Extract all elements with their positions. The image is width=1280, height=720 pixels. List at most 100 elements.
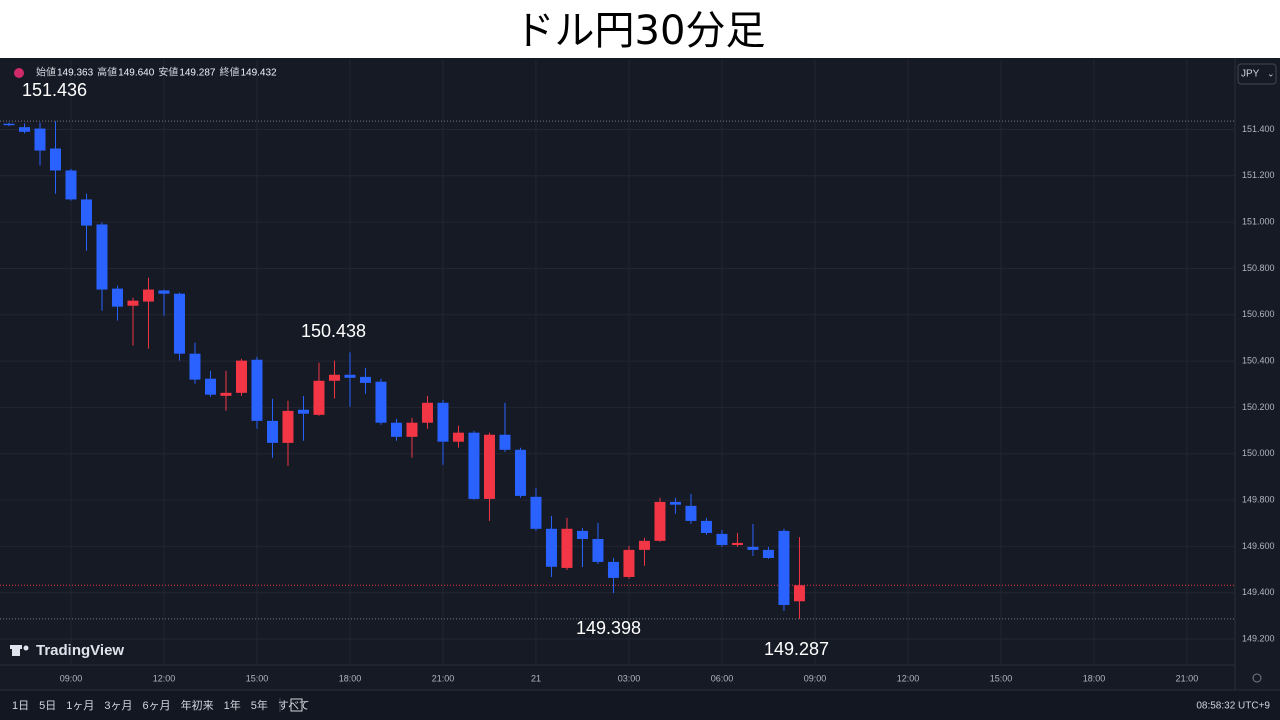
x-tick-label: 18:00 bbox=[339, 673, 362, 683]
currency-label: JPY bbox=[1241, 69, 1260, 80]
candle-body bbox=[251, 359, 263, 421]
candle-body bbox=[654, 501, 666, 541]
y-tick-label: 150.400 bbox=[1242, 355, 1275, 365]
legend-label: 始値 bbox=[36, 66, 56, 79]
y-tick-label: 149.400 bbox=[1242, 587, 1275, 597]
candle-body bbox=[778, 530, 790, 605]
candle-body bbox=[421, 402, 433, 423]
range-button[interactable]: 6ヶ月 bbox=[143, 700, 171, 712]
y-tick-label: 149.600 bbox=[1242, 541, 1275, 551]
candle-body bbox=[96, 224, 108, 290]
page-title: ドル円30分足 bbox=[0, 0, 1280, 58]
legend-label: 安値 bbox=[158, 66, 178, 79]
logo: TradingView bbox=[10, 642, 124, 659]
legend-label: 終値 bbox=[219, 66, 239, 79]
range-button[interactable]: 年初来 bbox=[181, 698, 214, 712]
settings-icon[interactable] bbox=[1252, 673, 1262, 683]
candle-body bbox=[437, 402, 449, 442]
range-button[interactable]: すべて bbox=[278, 699, 310, 712]
y-tick-label: 150.200 bbox=[1242, 402, 1275, 412]
legend-value: 149.287 bbox=[179, 68, 216, 79]
clock: 08:58:32 UTC+9 bbox=[1196, 701, 1270, 712]
range-button[interactable]: 1日 bbox=[12, 700, 29, 712]
y-tick-label: 150.600 bbox=[1242, 309, 1275, 319]
range-button[interactable]: 5日 bbox=[39, 700, 56, 712]
candle-body bbox=[328, 374, 340, 381]
logo-mark bbox=[10, 645, 22, 649]
candle-body bbox=[313, 380, 325, 415]
range-button[interactable]: 1ヶ月 bbox=[66, 700, 94, 712]
y-tick-label: 151.400 bbox=[1242, 124, 1275, 134]
candle-body bbox=[623, 549, 635, 577]
candle-body bbox=[390, 422, 402, 437]
candle-body bbox=[359, 376, 371, 383]
candle-body bbox=[607, 561, 619, 578]
candle-body bbox=[452, 432, 464, 442]
candle-body bbox=[762, 549, 774, 558]
y-tick-label: 150.000 bbox=[1242, 448, 1275, 458]
legend-value: 149.640 bbox=[118, 68, 155, 79]
legend-value: 149.363 bbox=[57, 68, 94, 79]
candle-body bbox=[80, 199, 92, 226]
currency-button[interactable] bbox=[1237, 63, 1277, 85]
candle-body bbox=[638, 540, 650, 550]
candle-body bbox=[576, 530, 588, 539]
logo-mark bbox=[23, 645, 29, 651]
range-button[interactable]: 1年 bbox=[224, 698, 241, 712]
symbol-icon bbox=[14, 68, 24, 78]
candle-body bbox=[545, 528, 557, 567]
candle-body bbox=[3, 123, 15, 126]
x-tick-label: 12:00 bbox=[897, 673, 920, 683]
candle-body bbox=[282, 410, 294, 443]
candle-body bbox=[561, 528, 573, 568]
range-button[interactable]: 3ヶ月 bbox=[104, 700, 132, 712]
candle-body bbox=[173, 293, 185, 354]
x-tick-label: 06:00 bbox=[711, 673, 734, 683]
x-tick-label: 09:00 bbox=[804, 673, 827, 683]
y-tick-label: 151.000 bbox=[1242, 217, 1275, 227]
candle-body bbox=[189, 353, 201, 380]
y-tick-label: 149.800 bbox=[1242, 494, 1275, 504]
price-annotation: 151.436 bbox=[22, 80, 87, 100]
candle-body bbox=[669, 501, 681, 505]
candle-body bbox=[34, 128, 46, 151]
price-annotation: 149.398 bbox=[576, 618, 641, 638]
candle-body bbox=[499, 434, 511, 450]
candle-body bbox=[793, 585, 805, 602]
currency-caret: ⌄ bbox=[1267, 68, 1275, 78]
candle-body bbox=[375, 381, 387, 423]
x-tick-label: 12:00 bbox=[153, 673, 176, 683]
chart: JPY ⌄ TradingView 08:58:32 UTC+9 149.200… bbox=[0, 58, 1280, 720]
goto-date-icon[interactable] bbox=[290, 698, 303, 712]
candle-body bbox=[731, 542, 743, 546]
range-button[interactable]: 5年 bbox=[251, 698, 268, 712]
candle-body bbox=[700, 520, 712, 533]
x-tick-label: 21:00 bbox=[1176, 673, 1199, 683]
candle-body bbox=[49, 148, 61, 171]
candle-body bbox=[266, 420, 278, 443]
candle-body bbox=[514, 449, 526, 496]
price-annotation: 149.287 bbox=[764, 639, 829, 659]
x-tick-label: 21:00 bbox=[432, 673, 455, 683]
x-tick-label: 03:00 bbox=[618, 673, 641, 683]
candle-body bbox=[18, 127, 30, 132]
candle-body bbox=[530, 496, 542, 529]
candle-body bbox=[468, 432, 480, 499]
x-tick-label: 15:00 bbox=[990, 673, 1013, 683]
logo-mark bbox=[12, 645, 20, 656]
x-tick-label: 21 bbox=[531, 673, 541, 683]
legend-label: 高値 bbox=[97, 66, 117, 79]
bottom-toolbar bbox=[0, 690, 1280, 720]
candle-body bbox=[592, 538, 604, 562]
x-tick-label: 09:00 bbox=[60, 673, 83, 683]
candle-body bbox=[483, 434, 495, 499]
candle-body bbox=[297, 409, 309, 414]
candle-body bbox=[111, 288, 123, 307]
candle-body bbox=[204, 378, 216, 395]
candle-body bbox=[344, 374, 356, 378]
candle-body bbox=[685, 505, 697, 521]
candle-body bbox=[127, 300, 139, 306]
candle-body bbox=[158, 290, 170, 294]
candle-body bbox=[220, 392, 232, 396]
